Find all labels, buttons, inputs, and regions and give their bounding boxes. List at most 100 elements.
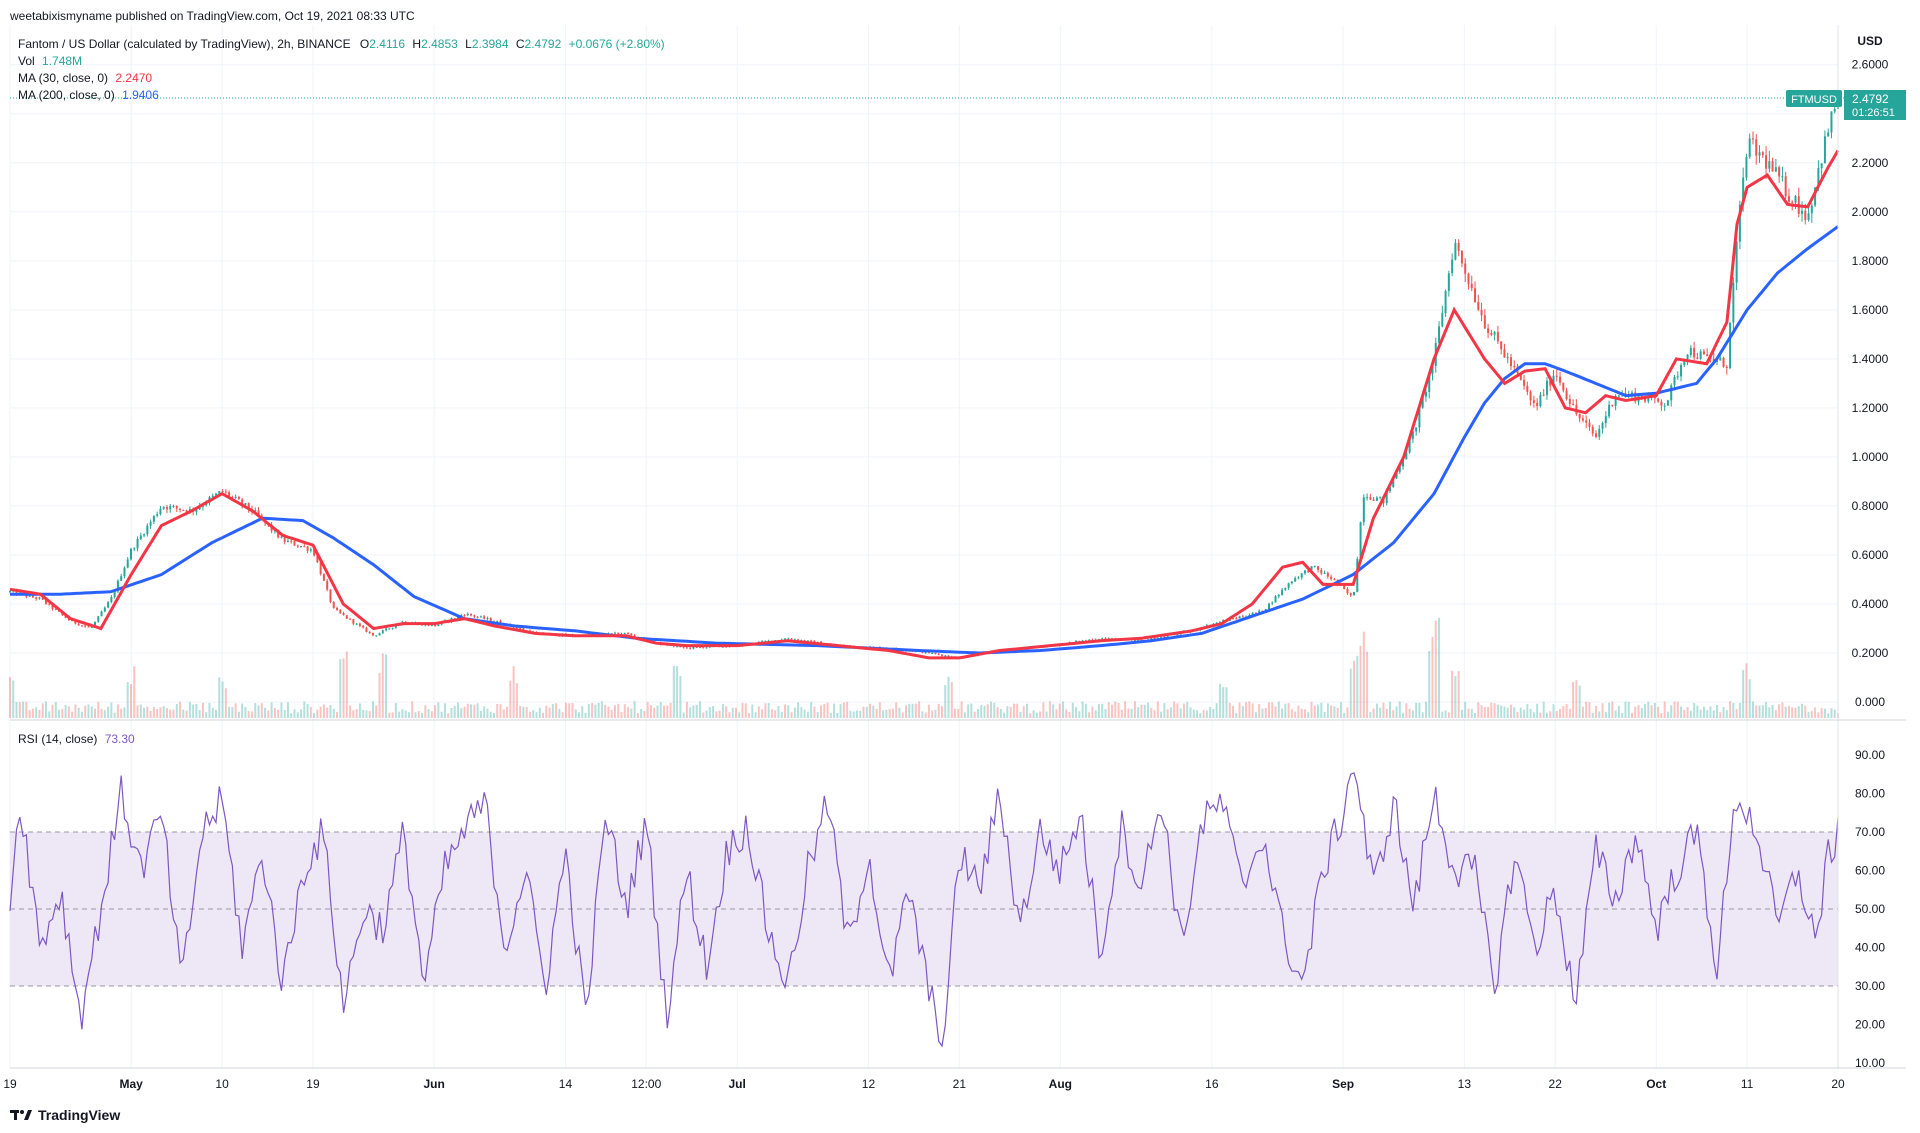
candle-body bbox=[237, 496, 240, 500]
time-tick-label: Sep bbox=[1332, 1077, 1354, 1091]
volume-bar bbox=[698, 701, 701, 718]
candle-body bbox=[761, 641, 764, 643]
volume-bar bbox=[280, 702, 283, 718]
volume-bar bbox=[434, 705, 437, 718]
volume-bar bbox=[1333, 706, 1336, 718]
candle-body bbox=[165, 507, 168, 510]
tradingview-logo[interactable]: TradingView bbox=[10, 1107, 120, 1123]
volume-bar bbox=[1147, 702, 1150, 718]
volume-bar bbox=[1454, 676, 1457, 718]
volume-bar bbox=[653, 707, 656, 718]
volume-bar bbox=[522, 706, 525, 718]
candle-body bbox=[74, 620, 77, 624]
volume-bar bbox=[15, 701, 18, 718]
volume-bar bbox=[744, 703, 747, 718]
candle-body bbox=[1751, 138, 1754, 140]
volume-bar bbox=[74, 704, 77, 718]
volume-bar bbox=[1114, 701, 1117, 718]
volume-bar bbox=[1339, 702, 1342, 718]
legend-ma30-label[interactable]: MA (30, close, 0) bbox=[18, 71, 109, 85]
candle-body bbox=[1644, 398, 1647, 402]
candle-body bbox=[1323, 572, 1326, 574]
volume-bar bbox=[1457, 671, 1460, 718]
volume-bar bbox=[1346, 707, 1349, 718]
volume-bar bbox=[31, 708, 34, 718]
volume-bar bbox=[296, 712, 299, 718]
volume-bar bbox=[1627, 701, 1630, 718]
price-tick-label: 1.6000 bbox=[1852, 303, 1889, 317]
legend-symbol[interactable]: Fantom / US Dollar (calculated by Tradin… bbox=[18, 37, 351, 51]
candle-body bbox=[133, 548, 136, 550]
volume-bar bbox=[1552, 704, 1555, 718]
volume-bar bbox=[1604, 711, 1607, 718]
legend-volume-label[interactable]: Vol bbox=[18, 54, 35, 68]
legend-rsi-label[interactable]: RSI (14, close) bbox=[18, 732, 98, 746]
candle-body bbox=[1787, 196, 1790, 202]
volume-bar bbox=[937, 703, 940, 718]
legend-symbol-row: Fantom / US Dollar (calculated by Tradin… bbox=[18, 36, 665, 53]
volume-bar bbox=[869, 703, 872, 718]
candle-body bbox=[388, 628, 391, 630]
volume-bar bbox=[702, 712, 705, 718]
legend-close: 2.4792 bbox=[524, 37, 562, 51]
volume-bar bbox=[1379, 707, 1382, 718]
volume-bar bbox=[1421, 712, 1424, 718]
volume-bar bbox=[417, 711, 420, 718]
volume-bar bbox=[931, 710, 934, 718]
volume-bar bbox=[940, 706, 943, 718]
volume-bar bbox=[1673, 701, 1676, 718]
candle-body bbox=[1784, 176, 1787, 197]
currency-label[interactable]: USD bbox=[1857, 34, 1883, 48]
volume-bar bbox=[1091, 706, 1094, 718]
volume-bar bbox=[123, 707, 126, 718]
volume-bar bbox=[87, 704, 90, 718]
volume-bar bbox=[564, 702, 567, 718]
price-tag: FTMUSD 2.4792 01:26:51 bbox=[1786, 90, 1906, 120]
volume-bar bbox=[1761, 705, 1764, 718]
candle-body bbox=[1565, 390, 1568, 399]
candle-body bbox=[1716, 360, 1719, 362]
volume-bar bbox=[1094, 710, 1097, 718]
volume-bar bbox=[597, 702, 600, 718]
volume-bar bbox=[1663, 701, 1666, 718]
candle-body bbox=[319, 562, 322, 575]
volume-bar bbox=[1542, 701, 1545, 718]
candle-body bbox=[1369, 497, 1372, 500]
volume-bar bbox=[1814, 707, 1817, 718]
volume-bar bbox=[1516, 712, 1519, 718]
volume-bar bbox=[976, 709, 979, 718]
volume-bar bbox=[165, 708, 168, 718]
volume-bar bbox=[1336, 707, 1339, 718]
volume-bar bbox=[1415, 702, 1418, 718]
candle-body bbox=[336, 607, 339, 610]
candle-body bbox=[38, 597, 41, 599]
legend-open-label: O bbox=[359, 37, 370, 51]
volume-bar bbox=[185, 710, 188, 718]
volume-bar bbox=[1411, 710, 1414, 718]
volume-bar bbox=[519, 705, 522, 718]
candle-body bbox=[1804, 210, 1807, 220]
volume-bar bbox=[682, 712, 685, 718]
time-tick-label: 21 bbox=[953, 1077, 967, 1091]
candle-body bbox=[1480, 309, 1483, 316]
volume-bar bbox=[313, 712, 316, 718]
volume-bar bbox=[1513, 707, 1516, 718]
volume-bar bbox=[64, 705, 67, 718]
candle-body bbox=[1431, 365, 1434, 374]
volume-bar bbox=[1621, 712, 1624, 718]
volume-bar bbox=[581, 706, 584, 718]
volume-bar bbox=[224, 688, 227, 718]
candle-body bbox=[1467, 273, 1470, 284]
volume-bar bbox=[28, 710, 31, 718]
legend-low-label: L bbox=[465, 37, 472, 51]
legend-ma200-label[interactable]: MA (200, close, 0) bbox=[18, 88, 115, 102]
candle-body bbox=[1506, 357, 1509, 359]
volume-bar bbox=[205, 712, 208, 718]
candle-body bbox=[1670, 385, 1673, 401]
candle-body bbox=[159, 508, 162, 515]
volume-bar bbox=[1133, 701, 1136, 718]
volume-bar bbox=[509, 680, 512, 718]
volume-bar bbox=[767, 703, 770, 718]
volume-bar bbox=[352, 710, 355, 718]
candle-body bbox=[244, 503, 247, 505]
